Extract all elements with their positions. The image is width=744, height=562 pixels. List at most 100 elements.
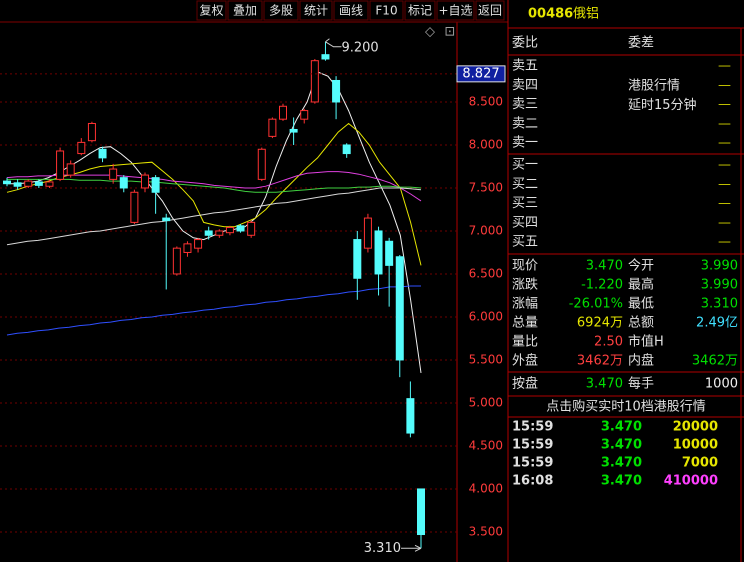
toolbar-label[interactable]: 返回 [478,4,502,18]
ma-line [6,171,422,202]
trade-time: 15:59 [512,420,553,435]
toolbar-label[interactable]: 复权 [199,4,223,18]
stat-value: -1.220 [581,278,623,293]
stat-value: 3462万 [692,354,738,369]
stat-label: 总额 [628,316,654,331]
annotation-arrow [325,38,342,48]
candle-body [109,168,118,180]
candle-body [141,174,149,189]
toolbar-label[interactable]: +自选 [438,4,472,18]
note: 港股行情 [628,79,680,94]
y-tick-label: 7.000 [469,223,503,237]
toolbar-label[interactable]: 叠加 [233,4,257,18]
stat-label: 涨幅 [512,297,538,312]
annotation-arrow [401,544,422,552]
y-tick-label: 8.000 [469,137,503,151]
y-tick-label: 6.000 [469,309,503,323]
trade-time: 15:59 [512,438,553,453]
book-label: 买四 [512,215,538,230]
candle-body [225,227,234,234]
ma-line [6,122,422,266]
toolbar-label[interactable]: 统计 [304,4,328,18]
candle-body [24,180,33,187]
candle-body [310,60,319,103]
candle-body [45,181,54,187]
candle-body [172,247,181,275]
toolbar-label[interactable]: 标记 [408,4,432,18]
stat-label: 最低 [628,297,654,312]
toolbar-button[interactable] [369,0,404,21]
promo[interactable]: 点击购买实时10档港股行情 [546,399,706,415]
candle-body [162,217,171,222]
y-tick-label: 6.500 [469,266,503,280]
trade-price: 3.470 [601,420,642,435]
trade-price: 3.470 [601,474,642,489]
toolbar-button[interactable] [299,0,333,21]
annotation: 9.200 [341,40,378,55]
trade-price: 3.470 [601,438,642,453]
trade-time: 15:59 [512,456,553,471]
stat-value: 2.49亿 [696,316,738,331]
annotation: 3.310 [364,541,401,556]
candle-body [247,221,256,236]
book-label: 卖四 [512,78,538,93]
book-value: — [718,158,731,173]
ma-line [6,285,421,336]
y-tick-label: 5.000 [469,395,503,409]
stat-label: 最高 [628,277,654,293]
stat-label: 外盘 [512,353,538,369]
stat-value: -26.01% [569,297,623,312]
candle-body [130,191,139,223]
book-label: 买一 [512,158,538,173]
trade-volume: 20000 [673,420,718,435]
candle-body [77,141,86,155]
toolbar-button[interactable] [475,0,505,21]
toolbar-button[interactable] [263,0,299,21]
ma-line [6,187,422,246]
candle-body [215,230,224,236]
y-tick-label: 8.500 [469,94,503,108]
trade-volume: 7000 [682,456,718,471]
stat-label: 内盘 [628,353,654,369]
stat-label: 量比 [512,335,538,350]
candle-body [87,122,96,142]
book-value: — [718,136,731,151]
stat-value: 3.470 [586,377,623,392]
icon[interactable]: ⊡ [445,25,456,40]
toolbar-button[interactable] [333,0,369,21]
toolbar-button[interactable] [196,0,227,21]
toolbar-label[interactable]: F10 [375,4,397,18]
stat-label: 现价 [512,259,538,274]
candle-body [332,79,341,103]
book-value: — [718,235,731,250]
book-value: — [718,78,731,93]
stat-value: 3.990 [701,259,738,274]
toolbar-button[interactable] [436,0,475,21]
toolbar-button[interactable] [404,0,436,21]
stat-value: 3462万 [577,354,623,369]
y-tick-label: 4.000 [469,481,503,495]
header-label: 委差 [628,36,654,51]
book-value: — [718,59,731,74]
y-tick-label: 4.500 [469,438,503,452]
panel-dividers [508,27,744,418]
stock-name: 俄铝 [573,7,599,22]
ma-line [7,178,422,193]
candle-body [98,148,107,159]
trade-volume: 410000 [664,474,718,489]
candle-body [385,240,394,266]
stat-value: 3.470 [586,259,623,274]
toolbar-label[interactable]: 画线 [339,4,363,18]
book-label: 买二 [512,177,538,192]
icon[interactable]: ◇ [425,25,435,40]
trade-volume: 10000 [673,438,718,453]
book-label: 卖五 [512,59,538,74]
stat-label: 按盘 [512,376,538,392]
y-tick-label: 7.500 [469,180,503,194]
candle-body [342,144,351,155]
toolbar-button[interactable] [227,0,263,21]
header-label: 委比 [512,36,538,51]
toolbar-label[interactable]: 多股 [269,4,293,18]
